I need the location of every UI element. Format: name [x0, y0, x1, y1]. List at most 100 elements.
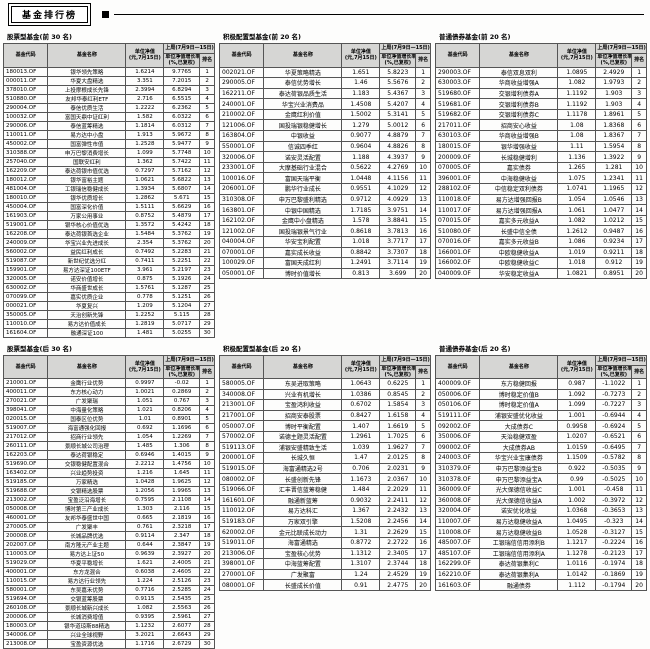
fund-growth-cell: 5.1251: [164, 292, 200, 301]
fund-code-cell: 202007.OF: [4, 541, 48, 550]
fund-rank-cell: 9: [416, 463, 431, 474]
fund-rank-cell: 1: [416, 379, 431, 390]
fund-growth-cell: 2.0231: [380, 463, 416, 474]
fund-name-cell: 招商行业领先: [48, 433, 126, 442]
fund-code-cell: 350005.OF: [4, 310, 48, 319]
fund-nav-cell: 3.961: [126, 265, 164, 274]
fund-name-cell: 泰达荷银集利A: [480, 569, 558, 580]
fund-nav-cell: 1.001: [558, 484, 596, 495]
fund-code-cell: 378010.OF: [4, 85, 48, 94]
fund-code-cell: 519688.OF: [4, 487, 48, 496]
fund-growth-cell: 5.0717: [164, 319, 200, 328]
fund-code-cell: 400009.OF: [436, 379, 480, 390]
fund-growth-cell: -0.7273: [596, 389, 632, 400]
fund-name-cell: 泰信优势增长: [264, 78, 342, 89]
fund-growth-cell: 3.7813: [380, 226, 416, 237]
fund-code-cell: 519185.OF: [4, 478, 48, 487]
fund-growth-cell: 4.2769: [380, 162, 416, 173]
fund-growth-cell: 1.0546: [596, 194, 632, 205]
fund-name-cell: 汇丰晋信蓝筹稳健: [264, 484, 342, 495]
fund-code-cell: 310378.OF: [436, 474, 480, 485]
fund-name-cell: 博时稳定价值A: [480, 400, 558, 411]
fund-growth-cell: 1.903: [596, 88, 632, 99]
fund-name-cell: 中银收益: [264, 131, 342, 142]
fund-nav-cell: 1.136: [558, 152, 596, 163]
fund-code-cell: 398001.OF: [220, 559, 264, 570]
fund-rank-cell: 17: [416, 237, 431, 248]
fund-code-cell: 213002.OF: [4, 496, 48, 505]
fund-growth-cell: 2.4605: [164, 568, 200, 577]
fund-name-cell: 华宝兴业宝康债券: [480, 453, 558, 464]
fund-name-cell: 华商收益增强A: [480, 78, 558, 89]
fund-nav-cell: 0.6702: [342, 400, 380, 411]
fund-growth-cell: 4.8826: [380, 141, 416, 152]
col-header-nav: 单位净值(元,7月15日): [558, 44, 596, 68]
fund-code-cell: 180010.OF: [4, 193, 48, 202]
col-header-fund-code: 基金代码: [436, 355, 480, 379]
page-header: 基金排行榜: [0, 0, 650, 26]
fund-name-cell: 交银增利债券A: [480, 88, 558, 99]
fund-code-cell: 162209.OF: [4, 166, 48, 175]
fund-growth-cell: 2.5285: [164, 586, 200, 595]
fund-growth-cell: 2.2722: [380, 537, 416, 548]
fund-nav-cell: 1.2862: [126, 193, 164, 202]
fund-code-cell: 159901.OF: [4, 265, 48, 274]
fund-name-cell: 长城久恒: [264, 453, 342, 464]
fund-growth-cell: 1.8961: [596, 109, 632, 120]
fund-name-cell: 国泰区位优势: [48, 415, 126, 424]
fund-name-cell: 中欧稳健收益A: [480, 247, 558, 258]
fund-name-cell: 诺安灵活配置: [264, 152, 342, 163]
fund-name-cell: 华夏策略精选: [264, 67, 342, 78]
fund-name-cell: 益民红利成长: [48, 247, 126, 256]
fund-rank-cell: 19: [416, 258, 431, 269]
fund-code-cell: 070015.OF: [436, 215, 480, 226]
fund-rank-cell: 18: [200, 532, 215, 541]
fund-growth-cell: 0.9211: [596, 247, 632, 258]
fund-rank-cell: 3: [632, 400, 647, 411]
fund-nav-cell: 1.0368: [558, 506, 596, 517]
fund-code-cell: 620002.OF: [220, 527, 264, 538]
fund-name-cell: 华宝兴业先进成长: [48, 238, 126, 247]
fund-name-cell: 富国天鼎中证红利: [48, 112, 126, 121]
fund-code-cell: 050007.OF: [220, 421, 264, 432]
fund-name-cell: 浦银安盛精致生活: [264, 442, 342, 453]
fund-name-cell: 银华核心价值优选: [48, 220, 126, 229]
fund-code-cell: 110007.OF: [436, 516, 480, 527]
fund-growth-cell: 2.4775: [380, 580, 416, 591]
fund-growth-cell: 5.6807: [164, 184, 200, 193]
fund-nav-cell: 1.7185: [342, 205, 380, 216]
fund-name-cell: 东方稳健回报: [480, 379, 558, 390]
fund-rank-cell: 1: [632, 67, 647, 78]
fund-rank-cell: 12: [632, 184, 647, 195]
fund-name-cell: 大成债券AB: [480, 442, 558, 453]
col-header-growth-rate: 单位净值增长率(%,已复权): [164, 54, 200, 68]
fund-nav-cell: 1.2491: [342, 258, 380, 269]
fund-code-cell: 050001.OF: [220, 268, 264, 279]
fund-growth-cell: 5.3762: [164, 238, 200, 247]
fund-name-cell: 申万巴黎盛利精选: [264, 194, 342, 205]
fund-name-cell: 易方达增强回报B: [480, 194, 558, 205]
fund-growth-cell: -0.5782: [596, 453, 632, 464]
fund-code-cell: 350006.OF: [436, 431, 480, 442]
fund-table-allocation-bottom20: 基金代码基金名称单位净值(元,7月15日)上周(7月9日—15日)单位净值增长率…: [219, 355, 431, 591]
fund-growth-cell: 5.0012: [380, 120, 416, 131]
fund-code-cell: 206001.OF: [220, 184, 264, 195]
fund-growth-cell: 2.4929: [596, 67, 632, 78]
